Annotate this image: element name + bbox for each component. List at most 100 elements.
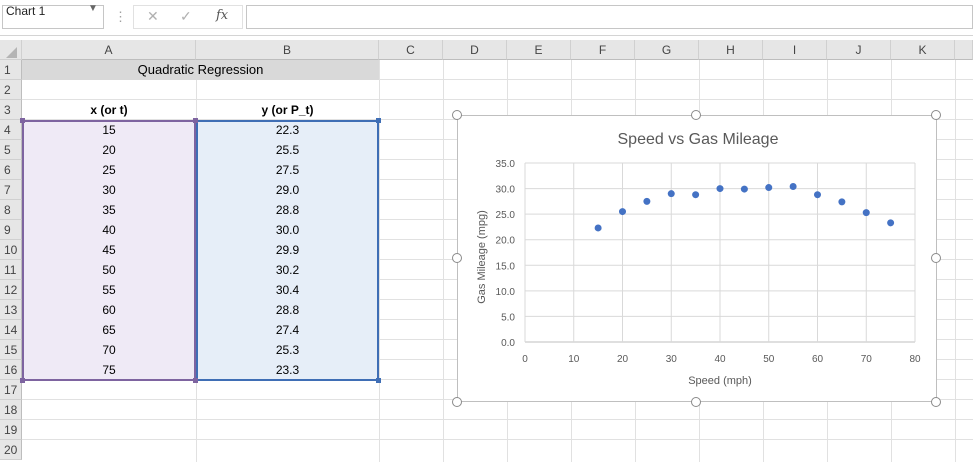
y-value-cell[interactable]: 30.2 <box>275 263 300 277</box>
column-header-b[interactable]: B <box>196 40 379 60</box>
y-value-cell[interactable]: 29.0 <box>275 183 300 197</box>
range-handle[interactable] <box>193 118 198 123</box>
more-options-icon[interactable]: ⋮ <box>114 9 127 24</box>
enter-check-icon[interactable]: ✓ <box>180 8 192 24</box>
row-header-8[interactable]: 8 <box>0 200 22 220</box>
data-point[interactable] <box>594 224 602 232</box>
y-value-cell[interactable]: 22.3 <box>275 123 300 137</box>
y-value-cell[interactable]: 27.4 <box>275 323 300 337</box>
data-point[interactable] <box>740 185 748 193</box>
x-header-cell[interactable]: x (or t) <box>90 103 128 117</box>
name-box[interactable] <box>2 5 104 29</box>
column-header-partial[interactable] <box>955 40 973 60</box>
sheet-title-cell[interactable]: Quadratic Regression <box>22 60 379 80</box>
column-header-d[interactable]: D <box>443 40 507 60</box>
column-header-h[interactable]: H <box>699 40 763 60</box>
column-header-i[interactable]: I <box>763 40 827 60</box>
range-handle[interactable] <box>20 378 25 383</box>
row-header-6[interactable]: 6 <box>0 160 22 180</box>
data-point[interactable] <box>862 209 870 217</box>
chevron-down-icon[interactable]: ▼ <box>88 3 98 14</box>
y-value-cell[interactable]: 30.4 <box>275 283 300 297</box>
y-value-cell[interactable]: 25.5 <box>275 143 300 157</box>
y-value-cell[interactable]: 27.5 <box>275 163 300 177</box>
data-point[interactable] <box>838 198 846 206</box>
y-value-cell[interactable]: 25.3 <box>275 343 300 357</box>
row-header-9[interactable]: 9 <box>0 220 22 240</box>
row-header-16[interactable]: 16 <box>0 360 22 380</box>
gridline-horizontal <box>22 99 973 100</box>
row-header-18[interactable]: 18 <box>0 400 22 420</box>
chart-resize-handle[interactable] <box>931 110 941 120</box>
row-header-15[interactable]: 15 <box>0 340 22 360</box>
y-value-cell[interactable]: 28.8 <box>275 303 300 317</box>
x-value-cell[interactable]: 40 <box>102 223 116 237</box>
y-value-cell[interactable]: 29.9 <box>275 243 300 257</box>
column-header-j[interactable]: J <box>827 40 891 60</box>
range-handle[interactable] <box>193 378 198 383</box>
chart-resize-handle[interactable] <box>931 253 941 263</box>
data-point[interactable] <box>716 185 724 193</box>
data-point[interactable] <box>814 191 821 199</box>
chart-resize-handle[interactable] <box>452 110 462 120</box>
row-header-1[interactable]: 1 <box>0 60 22 80</box>
row-header-14[interactable]: 14 <box>0 320 22 340</box>
cancel-icon[interactable]: ✕ <box>147 8 159 24</box>
chart-resize-handle[interactable] <box>452 397 462 407</box>
row-header-2[interactable]: 2 <box>0 80 22 100</box>
x-value-cell[interactable]: 55 <box>102 283 116 297</box>
x-axis-title[interactable]: Speed (mph) <box>688 375 752 387</box>
data-point[interactable] <box>643 197 651 205</box>
y-header-cell[interactable]: y (or P_t) <box>261 103 314 117</box>
chart-resize-handle[interactable] <box>691 397 701 407</box>
column-header-a[interactable]: A <box>22 40 196 60</box>
x-value-cell[interactable]: 60 <box>102 303 116 317</box>
data-point[interactable] <box>887 219 895 227</box>
x-value-cell[interactable]: 30 <box>102 183 116 197</box>
row-header-20[interactable]: 20 <box>0 440 22 460</box>
chart-resize-handle[interactable] <box>452 253 462 263</box>
x-value-cell[interactable]: 75 <box>102 363 116 377</box>
chart-resize-handle[interactable] <box>691 110 701 120</box>
y-value-cell[interactable]: 30.0 <box>275 223 300 237</box>
x-value-cell[interactable]: 45 <box>102 243 116 257</box>
row-header-12[interactable]: 12 <box>0 280 22 300</box>
data-point[interactable] <box>692 191 700 199</box>
chart-resize-handle[interactable] <box>931 397 941 407</box>
row-header-3[interactable]: 3 <box>0 100 22 120</box>
column-header-e[interactable]: E <box>507 40 571 60</box>
range-handle[interactable] <box>20 118 25 123</box>
row-header-10[interactable]: 10 <box>0 240 22 260</box>
insert-function-icon[interactable]: fx <box>216 8 229 23</box>
x-value-cell[interactable]: 65 <box>102 323 116 337</box>
column-header-f[interactable]: F <box>571 40 635 60</box>
chart-title[interactable]: Speed vs Gas Mileage <box>618 131 779 148</box>
range-handle[interactable] <box>376 378 381 383</box>
data-point[interactable] <box>619 208 626 216</box>
x-value-cell[interactable]: 50 <box>102 263 116 277</box>
row-header-5[interactable]: 5 <box>0 140 22 160</box>
data-point[interactable] <box>765 184 773 192</box>
column-header-k[interactable]: K <box>891 40 955 60</box>
data-point[interactable] <box>667 190 675 198</box>
row-header-13[interactable]: 13 <box>0 300 22 320</box>
scatter-chart[interactable]: Speed vs Gas Mileage 0.0 5.0 10.0 15.0 20.0 2… <box>457 115 937 402</box>
x-value-cell[interactable]: 15 <box>102 123 116 137</box>
x-value-cell[interactable]: 25 <box>102 163 116 177</box>
row-header-17[interactable]: 17 <box>0 380 22 400</box>
y-value-cell[interactable]: 28.8 <box>275 203 300 217</box>
x-value-cell[interactable]: 70 <box>102 343 116 357</box>
row-header-4[interactable]: 4 <box>0 120 22 140</box>
row-header-19[interactable]: 19 <box>0 420 22 440</box>
column-header-g[interactable]: G <box>635 40 699 60</box>
x-value-cell[interactable]: 35 <box>102 203 116 217</box>
column-header-c[interactable]: C <box>379 40 443 60</box>
row-header-7[interactable]: 7 <box>0 180 22 200</box>
row-header-11[interactable]: 11 <box>0 260 22 280</box>
data-point[interactable] <box>789 183 797 191</box>
y-value-cell[interactable]: 23.3 <box>275 363 300 377</box>
formula-input[interactable] <box>246 5 973 29</box>
x-value-cell[interactable]: 20 <box>102 143 116 157</box>
y-axis-title[interactable]: Gas Mileage (mpg) <box>476 210 488 304</box>
range-handle[interactable] <box>376 118 381 123</box>
